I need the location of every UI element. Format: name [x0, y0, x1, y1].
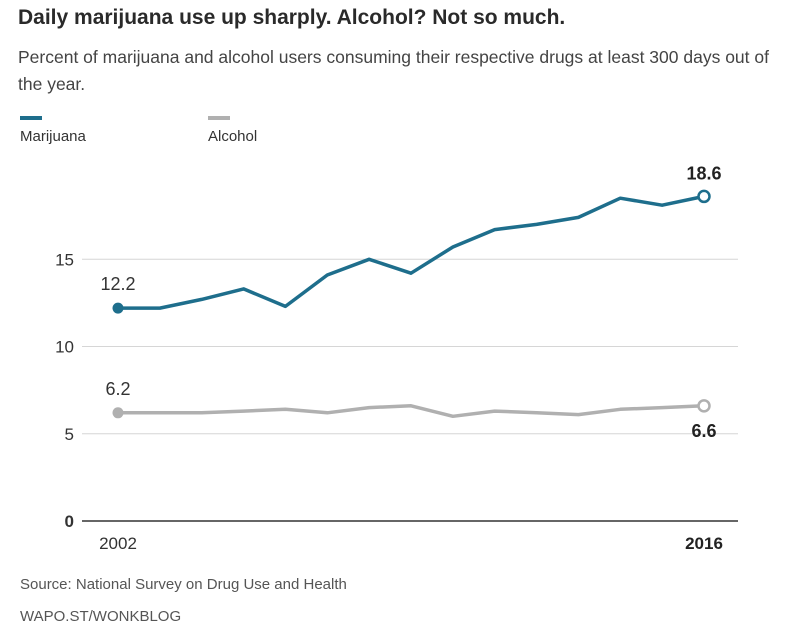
legend-alcohol-swatch: [208, 116, 230, 120]
x-tick-label: 2016: [685, 534, 723, 553]
x-tick-label: 2002: [99, 534, 137, 553]
alcohol-end-point: [697, 399, 711, 413]
marijuana-start-point: [112, 302, 124, 314]
marijuana-series-line: [116, 194, 706, 310]
marijuana-end-point: [697, 189, 711, 204]
chart-title: Daily marijuana use up sharply. Alcohol?…: [18, 6, 566, 29]
y-tick-label: 5: [65, 425, 74, 444]
legend-alcohol-label: Alcohol: [208, 128, 258, 145]
credit-line: WAPO.ST/WONKBLOG: [20, 608, 182, 625]
alcohol-series-line: [116, 404, 706, 419]
alcohol-start-label: 6.2: [105, 379, 130, 399]
source-note: Source: National Survey on Drug Use and …: [20, 576, 347, 593]
alcohol-start-point: [112, 407, 124, 419]
alcohol-end-label: 6.6: [691, 421, 716, 441]
legend-marijuana: Marijuana: [20, 116, 86, 145]
legend-marijuana-swatch: [20, 116, 42, 120]
marijuana-start-label: 12.2: [100, 274, 135, 294]
y-tick-label: 0: [65, 512, 74, 531]
y-tick-label: 10: [55, 338, 74, 357]
chart-subtitle: Percent of marijuana and alcohol users c…: [18, 47, 769, 94]
marijuana-end-label: 18.6: [686, 163, 721, 183]
y-tick-label: 15: [55, 250, 74, 269]
legend-alcohol: Alcohol: [208, 116, 257, 145]
legend-marijuana-label: Marijuana: [20, 128, 86, 145]
